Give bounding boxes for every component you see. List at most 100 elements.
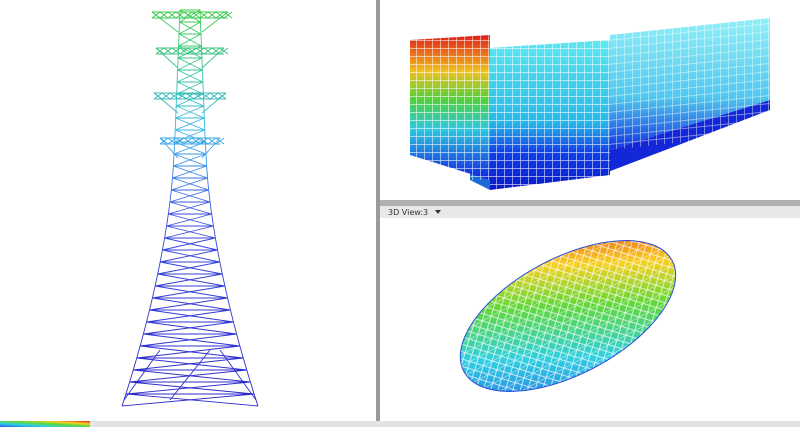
tower-member	[175, 137, 185, 145]
tower-member	[164, 225, 214, 239]
view-dropdown[interactable]	[432, 207, 444, 217]
tower-member	[169, 189, 172, 203]
tower-member	[173, 153, 207, 167]
tower-member	[162, 249, 220, 263]
tower-member	[185, 92, 195, 100]
tower-member	[219, 349, 257, 401]
tower-member	[253, 393, 259, 407]
color-legend	[0, 421, 90, 427]
horizontal-splitter[interactable]	[380, 200, 800, 206]
tower-member	[178, 33, 202, 47]
tower-member	[168, 201, 211, 215]
tower-member	[167, 11, 177, 19]
tower-member	[171, 47, 181, 55]
tower-model	[121, 9, 259, 407]
tower-member	[161, 92, 171, 100]
tower-member	[176, 69, 203, 83]
tower-member	[155, 47, 165, 55]
tower-member	[154, 273, 159, 287]
tower-member	[183, 137, 193, 145]
tower-member	[211, 213, 214, 227]
tower-member	[121, 393, 127, 407]
tower-member	[159, 11, 169, 19]
tower-member	[140, 333, 237, 347]
tower-member	[162, 237, 216, 251]
tower-member	[160, 261, 223, 275]
tower-member	[136, 345, 240, 359]
tower-member	[215, 137, 225, 145]
tower-member	[125, 381, 251, 395]
tower-member	[249, 381, 255, 395]
tower-member	[143, 321, 234, 335]
tower-member	[193, 92, 203, 100]
tower-member	[152, 285, 225, 299]
tower-member	[166, 225, 216, 239]
tower-member	[172, 165, 207, 179]
tower-member	[136, 345, 141, 359]
shell-model	[459, 240, 677, 392]
tower-member	[208, 189, 211, 203]
tower-member	[172, 153, 175, 167]
tower-member	[203, 47, 213, 55]
tower-member	[153, 92, 163, 100]
tower-member	[157, 261, 161, 275]
tower-member	[207, 11, 217, 19]
tower-member	[191, 137, 201, 145]
tower-member	[167, 137, 177, 145]
tower-member	[170, 177, 173, 191]
tower-member	[166, 213, 212, 227]
tower-member	[179, 47, 189, 55]
tower-member	[227, 297, 231, 311]
tower-member	[132, 357, 138, 371]
tower-member	[195, 47, 205, 55]
tower-member	[221, 273, 226, 287]
tab-bar	[380, 206, 800, 218]
tower-member	[177, 92, 187, 100]
status-bar	[0, 421, 800, 427]
view-tab[interactable]: 3D View:3	[384, 206, 444, 218]
tower-member	[142, 321, 147, 335]
tower-member	[207, 177, 210, 191]
tower-member	[149, 297, 228, 311]
tower-member	[159, 249, 163, 263]
tower-member	[187, 47, 197, 55]
view-tab-label: 3D View:3	[388, 207, 429, 217]
tower-member	[191, 11, 201, 19]
building-model	[410, 18, 770, 190]
tower-member	[217, 92, 227, 100]
vertical-splitter[interactable]	[376, 0, 380, 427]
tower-member	[168, 213, 214, 227]
tower-member	[169, 189, 209, 203]
tower-member	[219, 261, 223, 275]
tower-member	[160, 249, 218, 263]
tower-member	[211, 47, 221, 55]
tower-member	[159, 137, 169, 145]
tower-member	[169, 92, 179, 100]
tower-member	[171, 177, 208, 191]
tower-member	[162, 237, 166, 251]
tower-member	[139, 333, 144, 347]
tower-member	[239, 345, 244, 359]
tower-member	[177, 57, 203, 71]
tower-member	[205, 153, 208, 167]
tower-member	[123, 349, 161, 401]
tower-member	[164, 225, 168, 239]
tower-member	[206, 165, 208, 179]
tower-member	[169, 349, 211, 401]
tower-member	[175, 11, 185, 19]
tower-member	[209, 201, 213, 215]
tower-member	[125, 381, 131, 395]
tower-member	[242, 357, 248, 371]
tower-member	[133, 357, 244, 371]
tower-member	[209, 92, 219, 100]
tower-member	[172, 165, 174, 179]
tower-member	[199, 137, 209, 145]
tower-member	[199, 11, 209, 19]
tower-member	[246, 369, 251, 383]
tower-member	[201, 137, 221, 159]
tower-member	[183, 11, 193, 19]
tower-member	[163, 47, 173, 55]
tower-member	[151, 285, 156, 299]
tower-member	[149, 297, 153, 311]
